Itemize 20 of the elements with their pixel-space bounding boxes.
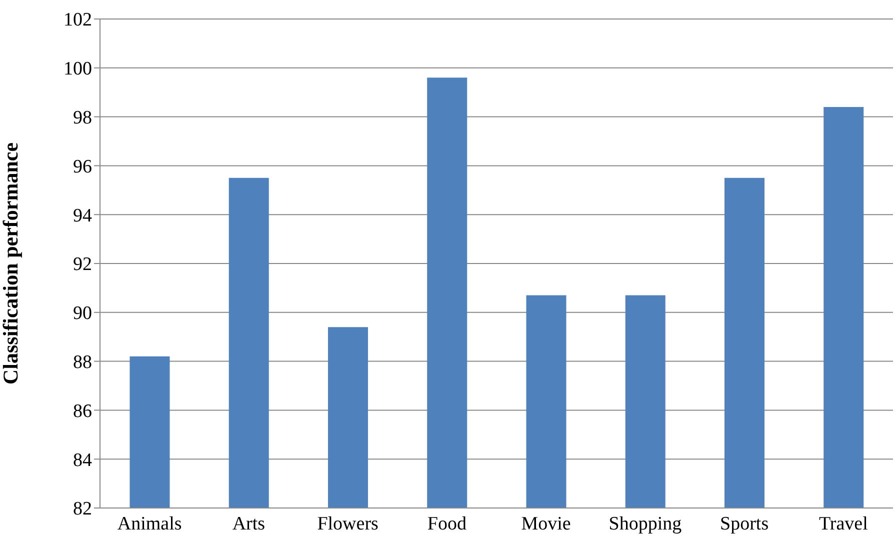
x-tick-label: Travel [818, 513, 868, 534]
y-tick-label: 94 [73, 205, 92, 226]
y-tick-label: 86 [73, 400, 92, 422]
y-tick-label: 98 [73, 108, 92, 129]
y-tick-label: 88 [73, 352, 92, 374]
y-tick-label: 84 [73, 450, 92, 471]
x-tick-label: Sports [720, 513, 769, 534]
y-tick-label: 96 [73, 156, 92, 178]
y-tick-label: 82 [73, 498, 92, 520]
y-tick-label: 90 [73, 303, 92, 324]
x-tick-label: Shopping [608, 513, 682, 534]
x-tick-label: Flowers [317, 513, 378, 534]
y-tick-label: 102 [64, 10, 92, 31]
y-axis-title: Classification performance [0, 142, 22, 385]
x-tick-label: Food [427, 513, 467, 534]
x-tick-label: Movie [521, 513, 571, 534]
x-tick-label: Animals [117, 513, 182, 534]
y-tick-label: 100 [64, 58, 92, 80]
y-tick-label: 92 [73, 254, 92, 276]
x-tick-label: Arts [232, 513, 266, 534]
